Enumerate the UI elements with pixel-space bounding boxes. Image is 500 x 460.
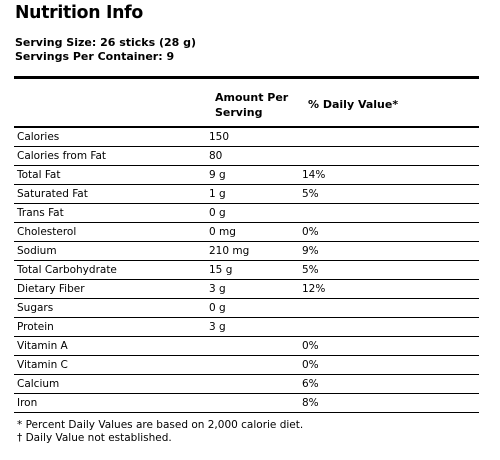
nutrient-name: Iron — [17, 397, 38, 409]
nutrient-amount: 80 — [209, 150, 223, 162]
nutrient-daily-value: 6% — [302, 378, 319, 390]
nutrition-panel: Amount Per Serving % Daily Value* Calori… — [14, 76, 479, 448]
nutrient-name: Total Fat — [17, 169, 61, 181]
nutrient-amount: 0 g — [209, 302, 226, 314]
serving-size: Serving Size: 26 sticks (28 g) — [15, 36, 197, 49]
nutrient-name: Total Carbohydrate — [17, 264, 117, 276]
nutrient-amount: 3 g — [209, 321, 226, 333]
table-row: Vitamin C 0% — [14, 356, 479, 375]
nutrient-daily-value: 14% — [302, 169, 326, 181]
nutrient-name: Trans Fat — [17, 207, 64, 219]
table-row: Sodium 210 mg 9% — [14, 242, 479, 261]
nutrient-daily-value: 0% — [302, 226, 319, 238]
footnote-not-established: † Daily Value not established. — [17, 432, 172, 444]
nutrient-amount: 0 g — [209, 207, 226, 219]
table-row: Total Fat 9 g 14% — [14, 166, 479, 185]
table-row: Calories 150 — [14, 128, 479, 147]
nutrient-name: Vitamin A — [17, 340, 68, 352]
footnote-daily-values: * Percent Daily Values are based on 2,00… — [17, 419, 304, 431]
amount-per-serving-header: Amount Per Serving — [215, 91, 289, 119]
table-row: Calcium 6% — [14, 375, 479, 394]
table-row: Cholesterol 0 mg 0% — [14, 223, 479, 242]
table-row: Total Carbohydrate 15 g 5% — [14, 261, 479, 280]
nutrient-name: Calories — [17, 131, 60, 143]
nutrient-amount: 210 mg — [209, 245, 250, 257]
nutrient-name: Saturated Fat — [17, 188, 88, 200]
nutrient-daily-value: 0% — [302, 359, 319, 371]
nutrient-name: Protein — [17, 321, 54, 333]
table-row: Protein 3 g — [14, 318, 479, 337]
nutrient-name: Vitamin C — [17, 359, 68, 371]
table-row: Sugars 0 g — [14, 299, 479, 318]
nutrient-amount: 1 g — [209, 188, 226, 200]
servings-per-container: Servings Per Container: 9 — [15, 50, 175, 63]
table-row: Iron 8% — [14, 394, 479, 413]
nutrition-table: Calories 150 Calories from Fat 80 Total … — [14, 128, 479, 413]
table-row: Vitamin A 0% — [14, 337, 479, 356]
nutrient-name: Sodium — [17, 245, 57, 257]
nutrient-name: Calories from Fat — [17, 150, 107, 162]
table-row: Trans Fat 0 g — [14, 204, 479, 223]
nutrient-amount: 3 g — [209, 283, 226, 295]
daily-value-header: % Daily Value* — [308, 98, 399, 111]
nutrient-amount: 0 mg — [209, 226, 236, 238]
nutrient-daily-value: 0% — [302, 340, 319, 352]
nutrient-daily-value: 8% — [302, 397, 319, 409]
serving-info: Serving Size: 26 sticks (28 g) Servings … — [15, 36, 196, 64]
nutrient-name: Calcium — [17, 378, 60, 390]
nutrient-amount: 9 g — [209, 169, 226, 181]
nutrient-daily-value: 5% — [302, 188, 319, 200]
nutrient-amount: 150 — [209, 131, 230, 143]
table-row: Calories from Fat 80 — [14, 147, 479, 166]
table-row: Saturated Fat 1 g 5% — [14, 185, 479, 204]
nutrient-amount: 15 g — [209, 264, 233, 276]
nutrient-daily-value: 12% — [302, 283, 326, 295]
nutrient-daily-value: 5% — [302, 264, 319, 276]
table-row: Dietary Fiber 3 g 12% — [14, 280, 479, 299]
nutrient-daily-value: 9% — [302, 245, 319, 257]
nutrient-name: Dietary Fiber — [17, 283, 85, 295]
page-title: Nutrition Info — [15, 2, 143, 23]
nutrient-name: Sugars — [17, 302, 54, 314]
table-header: Amount Per Serving % Daily Value* — [14, 79, 479, 128]
footnotes: * Percent Daily Values are based on 2,00… — [17, 419, 303, 445]
nutrient-name: Cholesterol — [17, 226, 77, 238]
